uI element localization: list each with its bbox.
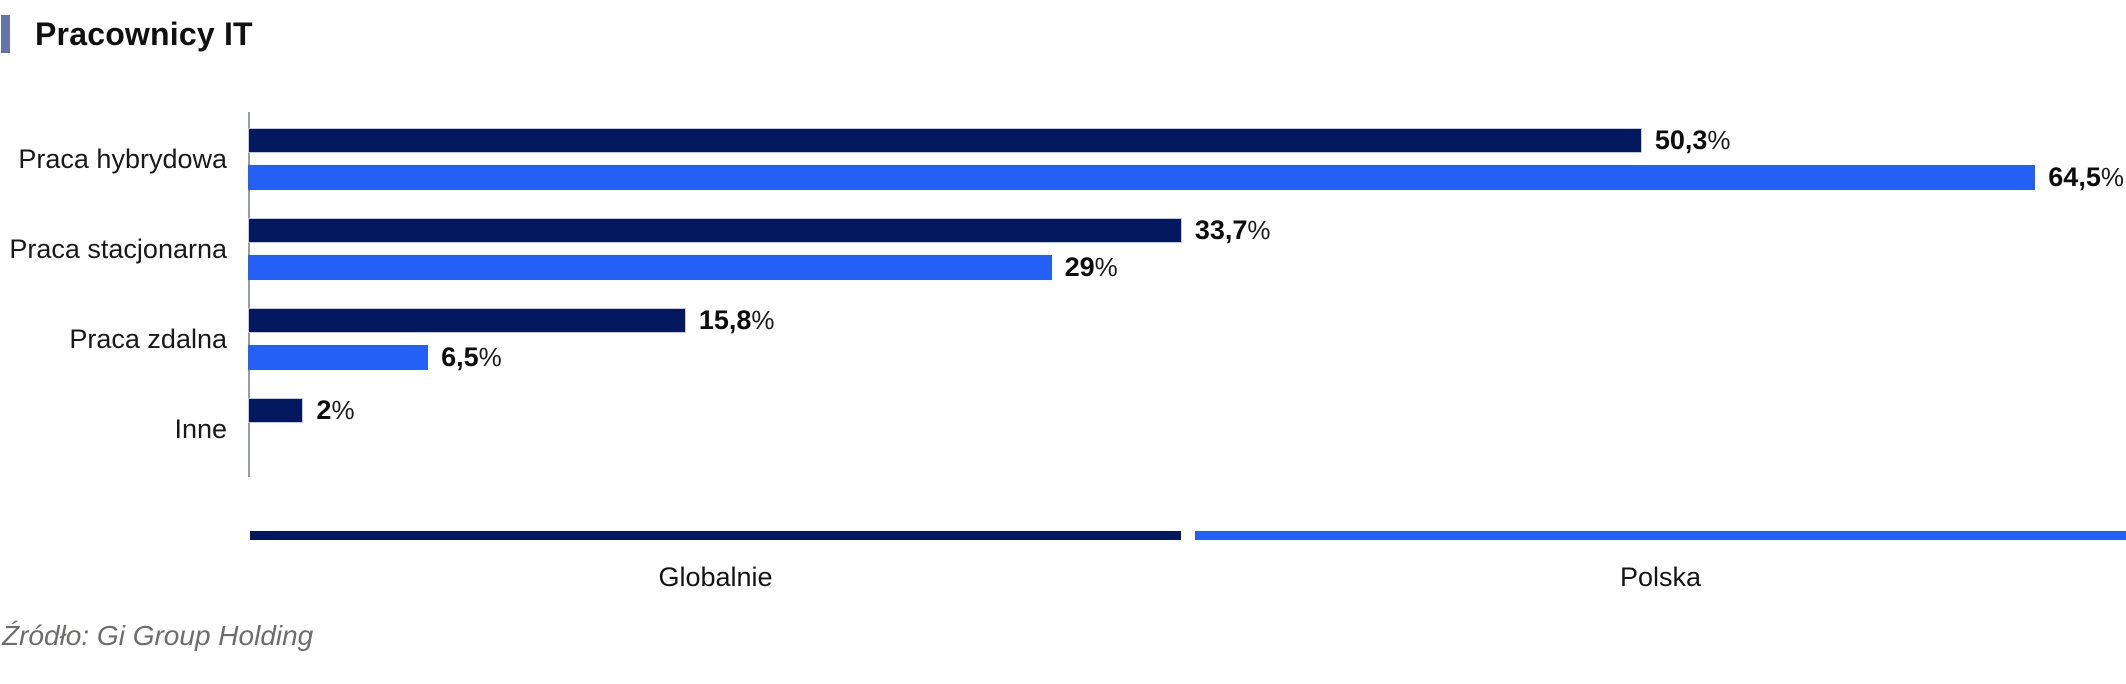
bar-group-inne: Inne 2% [174, 395, 2126, 460]
chart-legend: Globalnie Polska [250, 531, 2126, 593]
bar-group-praca-zdalna: Praca zdalna 15,8% 6,5% [69, 305, 2126, 372]
category-label: Inne [174, 413, 227, 444]
legend-item-polska: Polska [1195, 531, 2126, 593]
value-label: 64,5% [2048, 162, 2124, 192]
bar-row-polska: 29% [248, 252, 2126, 282]
legend-line-polska [1195, 531, 2126, 540]
value-label: 50,3% [1654, 125, 1731, 155]
bar-row-polska: 64,5% [248, 162, 2126, 192]
bar-globalnie [248, 398, 304, 423]
legend-item-globalnie: Globalnie [250, 531, 1181, 593]
category-label: Praca stacjonarna [9, 233, 227, 264]
value-label: 15,8% [698, 305, 775, 335]
value-label: 2% [316, 395, 355, 425]
legend-label-globalnie: Globalnie [658, 562, 773, 592]
bar-polska [248, 345, 429, 370]
category-label: Praca hybrydowa [18, 143, 227, 174]
title-accent-bar [1, 15, 10, 53]
bar-globalnie [248, 218, 1182, 243]
bar-polska [248, 255, 1052, 280]
bar-row-globalnie: 33,7% [248, 215, 2126, 245]
bar-row-globalnie: 15,8% [248, 305, 2126, 335]
bar-group-praca-hybrydowa: Praca hybrydowa 50,3% 64,5% [18, 125, 2126, 192]
bar-globalnie [248, 308, 686, 333]
value-label: 6,5% [441, 342, 502, 372]
bar-row-globalnie: 2% [248, 395, 2126, 425]
bar-row-polska: 6,5% [248, 342, 2126, 372]
legend-label-polska: Polska [1619, 562, 1702, 592]
category-label: Praca zdalna [69, 323, 227, 354]
bar-globalnie [248, 128, 1642, 153]
y-axis-line [248, 112, 250, 477]
value-label: 33,7% [1194, 215, 1271, 245]
page-title: Pracownicy IT [35, 15, 253, 52]
bar-chart: Praca hybrydowa 50,3% 64,5% Praca stacjo… [0, 112, 2126, 477]
bar-row-globalnie: 50,3% [248, 125, 2126, 155]
bar-group-praca-stacjonarna: Praca stacjonarna 33,7% 29% [9, 215, 2126, 282]
value-label: 29% [1064, 252, 1118, 282]
source-note: Źródło: Gi Group Holding [2, 620, 314, 651]
bar-polska [248, 165, 2036, 190]
chart-header: Pracownicy IT [0, 12, 2126, 56]
legend-line-globalnie [250, 531, 1181, 540]
